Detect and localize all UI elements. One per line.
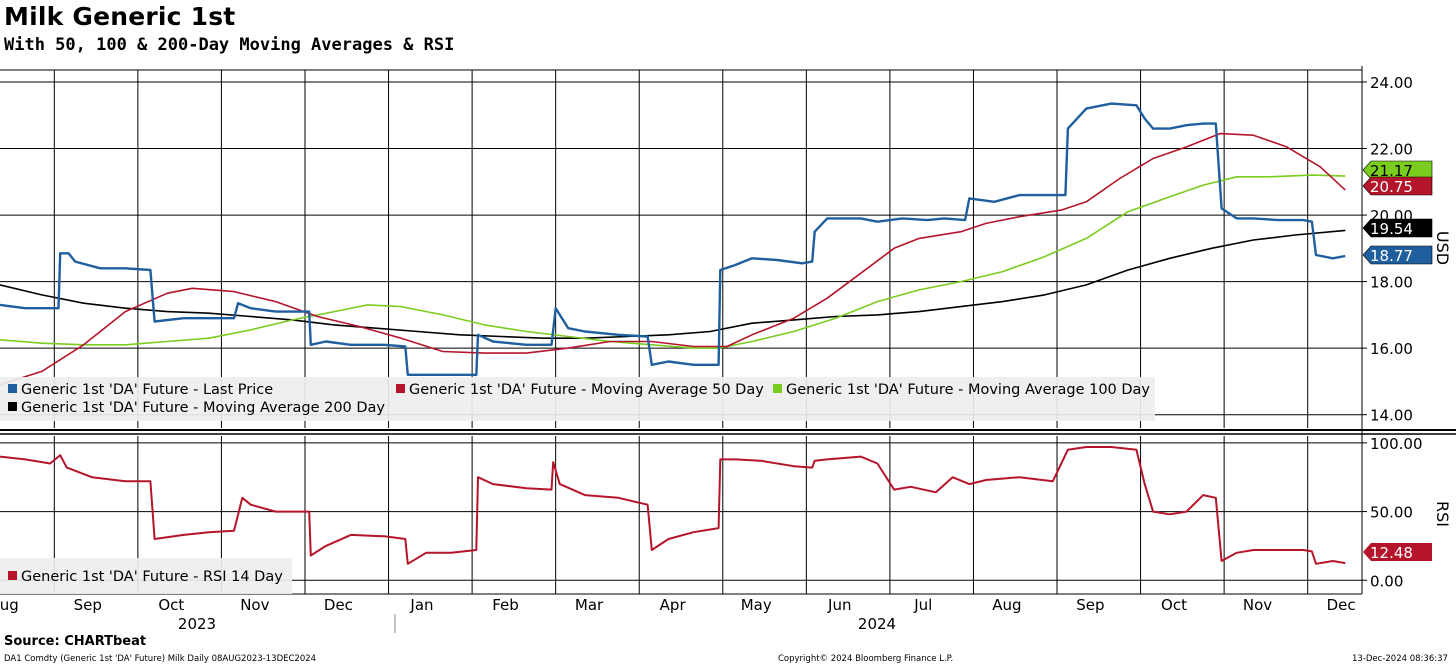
year-label: 2023 <box>178 615 216 633</box>
source-label: Source: CHARTbeat <box>4 634 147 649</box>
last-value-label: 12.48 <box>1370 544 1413 562</box>
price-tick-label: 14.00 <box>1370 407 1413 425</box>
last-value-tag <box>1362 218 1433 238</box>
last-value-tag <box>1362 245 1433 265</box>
month-label: Aug <box>0 596 19 614</box>
last-value-tag <box>1362 160 1433 180</box>
last-value-label: 18.77 <box>1370 247 1413 265</box>
last-value-label: 21.17 <box>1370 162 1413 180</box>
year-label: 2024 <box>858 615 896 633</box>
ticker-info: DA1 Comdty (Generic 1st 'DA' Future) Mil… <box>4 654 317 664</box>
month-label: Dec <box>1327 596 1356 614</box>
chart-subtitle: With 50, 100 & 200-Day Moving Averages &… <box>4 35 455 55</box>
legend-swatch <box>773 384 782 393</box>
month-label: Mar <box>575 596 604 614</box>
month-label: Nov <box>1243 596 1272 614</box>
legend-swatch <box>396 384 405 393</box>
rsi-tick-label: 50.00 <box>1370 504 1413 522</box>
legend-label: Generic 1st 'DA' Future - RSI 14 Day <box>21 569 283 585</box>
month-label: Oct <box>158 596 184 614</box>
legend-swatch <box>8 384 17 393</box>
legend-label: Generic 1st 'DA' Future - Moving Average… <box>409 382 764 398</box>
month-label: Apr <box>660 596 687 614</box>
rsi-legend-box <box>0 558 292 594</box>
last-value-tag <box>1362 176 1433 196</box>
copyright-text: Copyright© 2024 Bloomberg Finance L.P. <box>778 654 954 664</box>
price-tick-label: 18.00 <box>1370 274 1413 292</box>
month-label: May <box>741 596 772 614</box>
legend-label: Generic 1st 'DA' Future - Moving Average… <box>21 400 385 416</box>
month-label: Aug <box>992 596 1021 614</box>
month-label: Dec <box>324 596 353 614</box>
rsi-tick-label: 100.00 <box>1370 435 1423 453</box>
y-axis-title: USD <box>1433 231 1452 265</box>
legend-label: Generic 1st 'DA' Future - Last Price <box>21 382 273 398</box>
last-value-label: 19.54 <box>1370 220 1413 238</box>
series-ma50 <box>0 132 1346 386</box>
month-label: Jan <box>409 596 433 614</box>
chart-title: Milk Generic 1st <box>4 2 236 31</box>
series-ma100 <box>0 174 1346 349</box>
month-label: Feb <box>492 596 519 614</box>
month-label: Jul <box>913 596 932 614</box>
month-label: Sep <box>74 596 102 614</box>
month-label: Nov <box>240 596 269 614</box>
month-label: Oct <box>1161 596 1187 614</box>
price-legend-box <box>0 377 1155 421</box>
timestamp: 13-Dec-2024 08:36:37 <box>1352 654 1448 664</box>
legend-swatch <box>8 571 17 580</box>
price-tick-label: 24.00 <box>1370 74 1413 92</box>
month-label: Sep <box>1076 596 1104 614</box>
legend-label: Generic 1st 'DA' Future - Moving Average… <box>786 382 1150 398</box>
last-value-label: 20.75 <box>1370 178 1413 196</box>
series-last-price <box>0 102 1346 376</box>
rsi-axis-title: RSI <box>1433 501 1452 527</box>
legend-swatch <box>8 402 17 411</box>
series-rsi <box>0 446 1346 565</box>
last-value-tag <box>1363 543 1432 561</box>
series-ma200 <box>0 229 1346 339</box>
price-tick-label: 22.00 <box>1370 141 1413 159</box>
month-label: Jun <box>827 596 851 614</box>
rsi-tick-label: 0.00 <box>1370 572 1403 590</box>
price-tick-label: 16.00 <box>1370 340 1413 358</box>
